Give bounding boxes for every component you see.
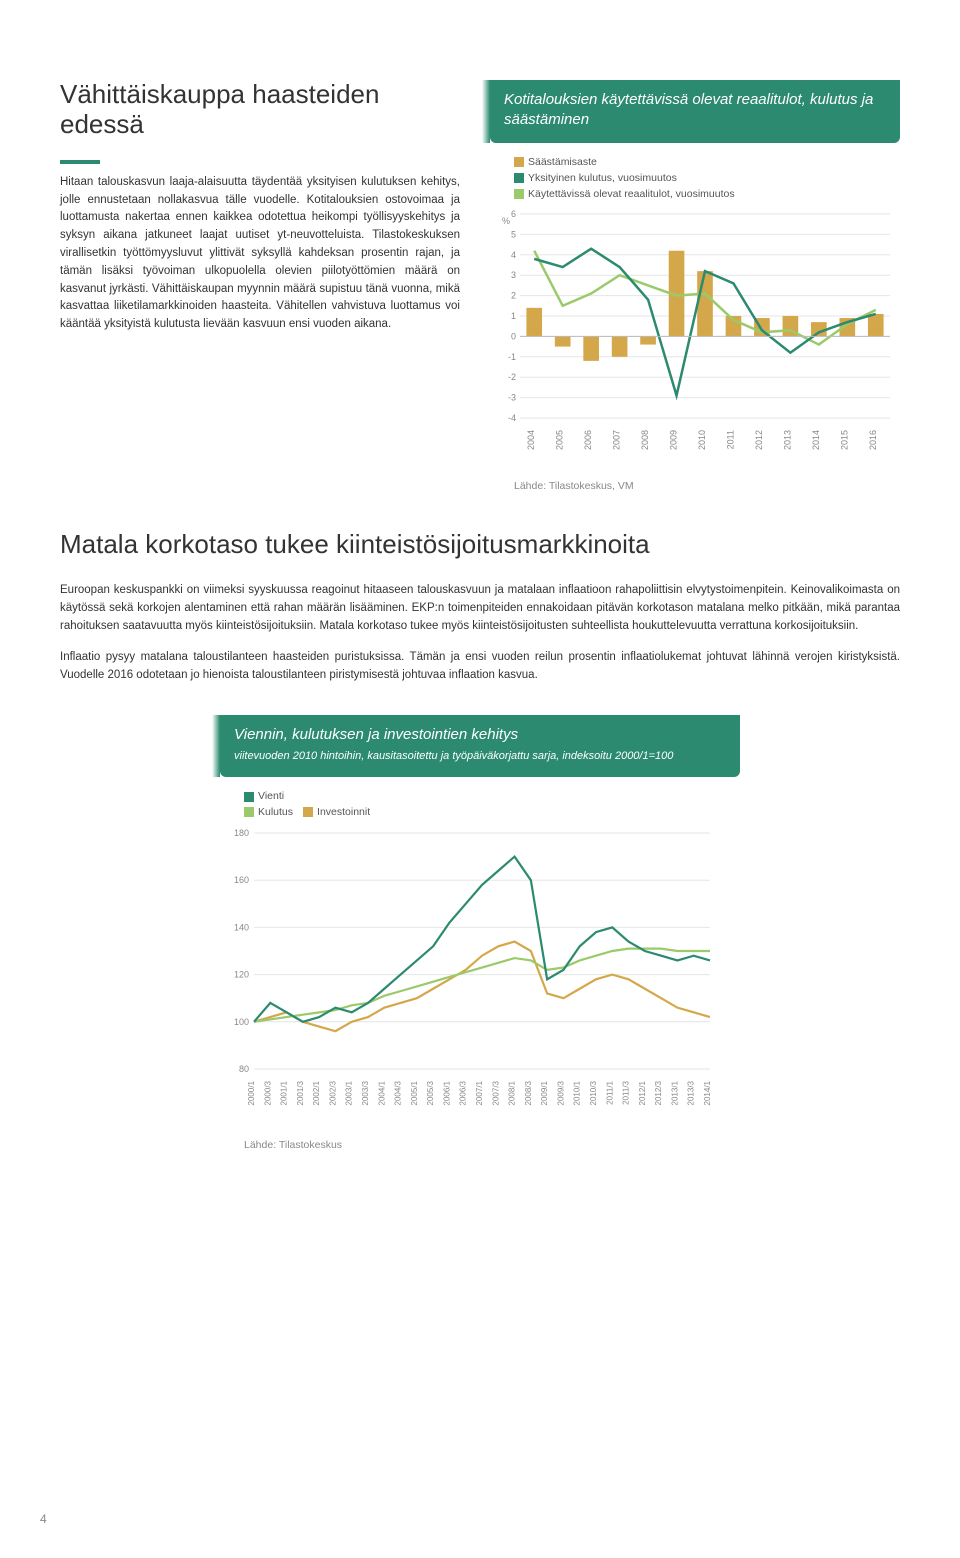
svg-text:2005/3: 2005/3 (426, 1080, 435, 1105)
svg-text:1: 1 (511, 311, 516, 321)
svg-text:2012/1: 2012/1 (638, 1080, 647, 1105)
svg-text:2000/1: 2000/1 (247, 1080, 256, 1105)
svg-text:6: 6 (511, 209, 516, 219)
svg-text:2005/1: 2005/1 (410, 1080, 419, 1105)
svg-text:140: 140 (234, 922, 249, 932)
svg-text:2014: 2014 (811, 430, 821, 450)
svg-text:2005: 2005 (555, 430, 565, 450)
svg-text:2008/1: 2008/1 (508, 1080, 517, 1105)
section2-para1: Euroopan keskuspankki on viimeksi syysku… (60, 582, 900, 635)
svg-text:2012: 2012 (754, 430, 764, 450)
svg-text:2011: 2011 (725, 430, 735, 449)
chart2-banner-title: Viennin, kulutuksen ja investointien keh… (234, 725, 726, 745)
svg-text:2011/3: 2011/3 (622, 1080, 631, 1104)
svg-text:2007/1: 2007/1 (475, 1080, 484, 1105)
svg-text:2008: 2008 (640, 430, 650, 450)
svg-text:2016: 2016 (868, 430, 878, 450)
svg-text:0: 0 (511, 332, 516, 342)
section2-para2: Inflaatio pysyy matalana taloustilanteen… (60, 649, 900, 685)
svg-text:3: 3 (511, 270, 516, 280)
chart2-source: Lähde: Tilastokeskus (244, 1138, 740, 1154)
chart1-source: Lähde: Tilastokeskus, VM (514, 479, 900, 495)
svg-text:2006/1: 2006/1 (442, 1080, 451, 1105)
svg-text:100: 100 (234, 1017, 249, 1027)
svg-text:-1: -1 (508, 352, 516, 362)
svg-text:2001/3: 2001/3 (296, 1080, 305, 1105)
svg-text:2013/1: 2013/1 (670, 1080, 679, 1105)
chart2-banner: Viennin, kulutuksen ja investointien keh… (220, 715, 740, 777)
svg-text:2010/1: 2010/1 (573, 1080, 582, 1105)
svg-text:2002/1: 2002/1 (312, 1080, 321, 1105)
svg-text:2009/3: 2009/3 (556, 1080, 565, 1105)
svg-text:2003/3: 2003/3 (361, 1080, 370, 1105)
svg-text:2009/1: 2009/1 (540, 1080, 549, 1105)
svg-text:5: 5 (511, 230, 516, 240)
svg-text:2: 2 (511, 291, 516, 301)
svg-text:2012/3: 2012/3 (654, 1080, 663, 1105)
chart2-banner-sub: viitevuoden 2010 hintoihin, kausitasoite… (234, 749, 726, 764)
svg-text:%: % (502, 216, 510, 226)
svg-text:120: 120 (234, 970, 249, 980)
legend-item: Vienti (244, 789, 284, 805)
svg-text:2013/3: 2013/3 (687, 1080, 696, 1105)
svg-text:2000/3: 2000/3 (263, 1080, 272, 1105)
svg-text:2010/3: 2010/3 (589, 1080, 598, 1105)
section1-body: Hitaan talouskasvun laaja-alaisuutta täy… (60, 174, 460, 334)
svg-text:4: 4 (511, 250, 516, 260)
svg-text:2006: 2006 (583, 430, 593, 450)
svg-text:180: 180 (234, 828, 249, 838)
svg-text:2001/1: 2001/1 (280, 1080, 289, 1105)
legend-item: Yksityinen kulutus, vuosimuutos (514, 171, 677, 187)
page-number: 4 (40, 1510, 47, 1528)
svg-text:-4: -4 (508, 413, 516, 423)
legend-item: Säästämisaste (514, 155, 597, 171)
svg-text:2009: 2009 (669, 430, 679, 450)
svg-text:2014/1: 2014/1 (703, 1080, 712, 1105)
svg-text:80: 80 (239, 1064, 249, 1074)
chart1: -4 -3 -2 -1 0 1 2 3 4 5 6% 2004 2005 2006 2007 2008 2009… (490, 208, 900, 473)
svg-text:-3: -3 (508, 393, 516, 403)
chart1-banner: Kotitalouksien käytettävissä olevat reaa… (490, 80, 900, 143)
section2-heading: Matala korkotaso tukee kiinteistösijoitu… (60, 525, 900, 564)
chart1-banner-title: Kotitalouksien käytettävissä olevat reaa… (504, 91, 873, 128)
svg-text:160: 160 (234, 875, 249, 885)
svg-text:2007/3: 2007/3 (491, 1080, 500, 1105)
svg-text:2006/3: 2006/3 (459, 1080, 468, 1105)
chart2: 80 100 120 140 160 180 2000/1 2000/3 2001/1 2001/… (220, 827, 740, 1132)
legend-item: Kulutus (244, 805, 293, 821)
svg-text:-2: -2 (508, 372, 516, 382)
svg-text:2002/3: 2002/3 (328, 1080, 337, 1105)
svg-text:2004/1: 2004/1 (377, 1080, 386, 1105)
svg-text:2004/3: 2004/3 (394, 1080, 403, 1105)
svg-text:2003/1: 2003/1 (345, 1080, 354, 1105)
section1-heading: Vähittäiskauppa haasteiden edessä (60, 80, 460, 140)
chart2-legend: VientiKulutus Investoinnit (244, 789, 740, 821)
accent-rule (60, 160, 100, 164)
svg-text:2013: 2013 (782, 430, 792, 450)
svg-text:2007: 2007 (612, 430, 622, 450)
legend-item: Käytettävissä olevat reaalitulot, vuosim… (514, 187, 735, 203)
chart1-legend: SäästämisasteYksityinen kulutus, vuosimu… (514, 155, 900, 202)
legend-item: Investoinnit (303, 805, 370, 821)
svg-text:2004: 2004 (526, 430, 536, 450)
svg-text:2010: 2010 (697, 430, 707, 450)
svg-text:2015: 2015 (839, 430, 849, 450)
svg-text:2008/3: 2008/3 (524, 1080, 533, 1105)
svg-text:2011/1: 2011/1 (605, 1080, 614, 1104)
